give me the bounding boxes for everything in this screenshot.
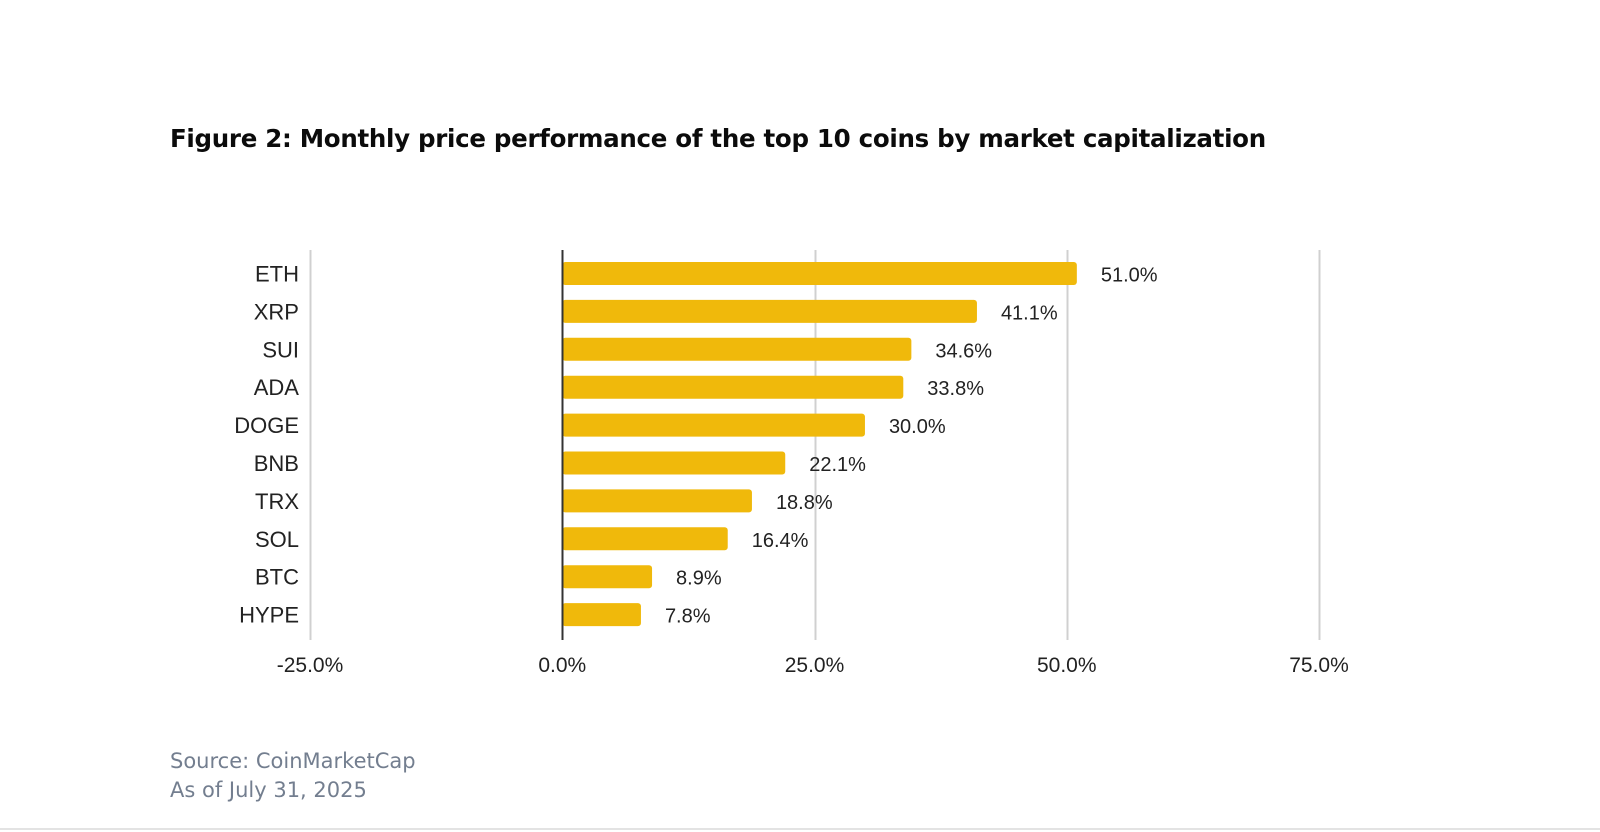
category-label: HYPE: [239, 603, 299, 628]
value-labels: 51.0% 41.1% 34.6% 33.8% 30.0% 22.1% 18.8% 16.4%…: [665, 265, 1158, 628]
bar: [562, 413, 865, 437]
category-label: ETH: [255, 262, 299, 287]
category-label: XRP: [254, 299, 299, 324]
x-tick-label: 50.0%: [1037, 654, 1097, 677]
category-label: SOL: [255, 527, 299, 552]
value-label: 34.6%: [935, 340, 992, 362]
x-tick-label: 0.0%: [538, 654, 586, 677]
category-label: ADA: [254, 375, 300, 400]
x-tick-labels: -25.0% 0.0% 25.0% 50.0% 75.0%: [277, 654, 1349, 677]
bar: [562, 299, 977, 323]
bottom-divider: [0, 828, 1600, 830]
value-label: 51.0%: [1101, 265, 1158, 287]
value-label: 41.1%: [1001, 302, 1058, 324]
x-tick-label: 25.0%: [785, 654, 845, 677]
category-label: TRX: [255, 489, 299, 514]
value-label: 7.8%: [665, 606, 711, 628]
bar: [562, 262, 1077, 285]
category-label: BTC: [255, 565, 299, 590]
value-label: 18.8%: [776, 492, 833, 514]
category-labels: ETH XRP SUI ADA DOGE BNB TRX SOL BTC HYPE: [234, 262, 299, 628]
x-tick-label: 75.0%: [1289, 654, 1349, 677]
bar: [562, 603, 641, 627]
bar: [562, 337, 912, 361]
bar-chart: ETH XRP SUI ADA DOGE BNB TRX SOL BTC HYPE 51.0% 41…: [234, 250, 1349, 677]
bar: [562, 489, 752, 513]
source-note: Source: CoinMarketCap: [170, 749, 416, 773]
value-label: 33.8%: [927, 378, 984, 400]
category-label: SUI: [262, 337, 299, 362]
chart-title: Figure 2: Monthly price performance of t…: [170, 124, 1266, 153]
value-label: 30.0%: [889, 416, 946, 438]
bar: [562, 527, 728, 551]
bar: [562, 375, 904, 399]
category-label: BNB: [254, 451, 299, 476]
bars: [562, 262, 1077, 627]
as-of-date: As of July 31, 2025: [170, 778, 367, 802]
bar: [562, 565, 653, 589]
value-label: 8.9%: [676, 568, 722, 590]
bar: [562, 451, 786, 475]
chart-footer: Source: CoinMarketCap As of July 31, 202…: [170, 747, 416, 805]
x-tick-label: -25.0%: [277, 654, 344, 677]
value-label: 16.4%: [752, 530, 809, 552]
category-label: DOGE: [234, 413, 299, 438]
value-label: 22.1%: [809, 454, 866, 476]
